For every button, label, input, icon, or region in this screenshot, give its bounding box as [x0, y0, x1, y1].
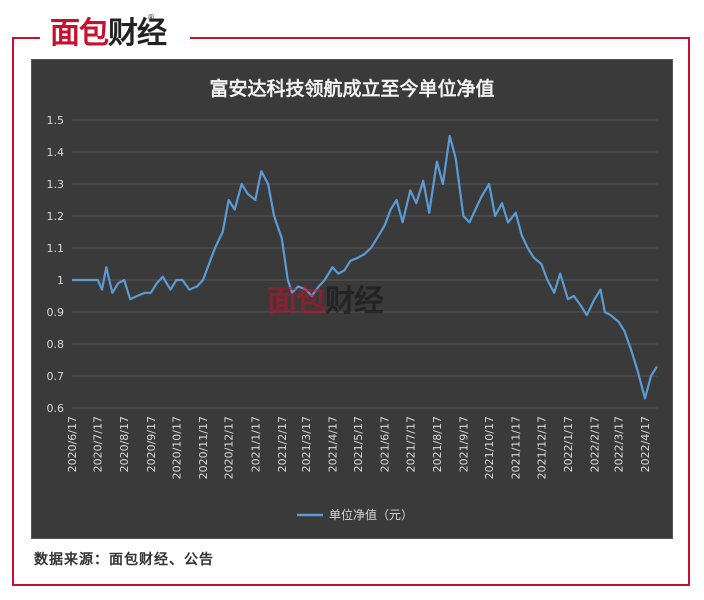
x-tick-label: 2021/2/17	[276, 416, 289, 472]
source-note: 数据来源：面包财经、公告	[34, 552, 214, 568]
x-tick-label: 2021/5/17	[352, 416, 365, 472]
chart-title: 富安达科技领航成立至今单位净值	[209, 78, 495, 100]
x-tick-label: 2021/1/17	[249, 416, 262, 472]
legend-label: 单位净值（元）	[329, 507, 413, 522]
x-tick-label: 2021/7/17	[404, 416, 417, 472]
x-tick-label: 2021/4/17	[326, 416, 339, 472]
brand-logo: 面包 财经 ®	[50, 10, 167, 51]
logo-part1: 面包	[50, 16, 109, 51]
y-tick-label: 0.8	[47, 338, 65, 351]
x-tick-label: 2020/12/17	[223, 416, 236, 479]
x-tick-label: 2021/10/17	[483, 416, 496, 479]
line-chart: 0.6 0.7 0.8 0.9 1 1.1 1.2 1.3 1.4 1.5 2020/6/17 20…	[47, 114, 658, 522]
y-tick-label: 0.9	[47, 306, 65, 319]
outer-frame	[12, 37, 690, 586]
x-tick-label: 2020/9/17	[145, 416, 158, 472]
x-tick-label: 2022/1/17	[562, 416, 575, 472]
x-tick-label: 2021/11/17	[510, 416, 523, 479]
y-tick-label: 1.5	[47, 114, 65, 127]
watermark-part2: 财经	[325, 284, 384, 319]
x-tick-label: 2020/7/17	[92, 416, 105, 472]
y-tick-label: 1.4	[47, 146, 65, 159]
x-tick-label: 2021/8/17	[431, 416, 444, 472]
x-tick-label: 2020/6/17	[66, 416, 79, 472]
x-tick-label: 2020/8/17	[118, 416, 131, 472]
logo-part2: 财经	[108, 16, 167, 51]
x-tick-label: 2022/3/17	[612, 416, 625, 472]
x-tick-label: 2022/4/17	[639, 416, 652, 472]
y-tick-label: 1.2	[47, 210, 65, 223]
y-tick-label: 1	[57, 274, 64, 287]
watermark-part1: 面包	[267, 284, 326, 319]
watermark: 面包财经	[267, 276, 384, 320]
x-tick-label: 2021/3/17	[300, 416, 313, 472]
y-tick-label: 1.3	[47, 178, 65, 191]
x-tick-label: 2021/9/17	[457, 416, 470, 472]
y-tick-label: 1.1	[47, 242, 65, 255]
x-tick-label: 2020/11/17	[197, 416, 210, 479]
series-line	[72, 134, 658, 400]
frame-gap	[40, 30, 190, 44]
registered-mark: ®	[147, 13, 155, 22]
x-tick-label: 2021/6/17	[379, 416, 392, 472]
y-tick-label: 0.7	[47, 370, 65, 383]
x-tick-label: 2020/10/17	[170, 416, 183, 479]
x-tick-label: 2021/12/17	[535, 416, 548, 479]
chart-panel: 富安达科技领航成立至今单位净值 0.6 0.7 0.8 0.9 1 1.1 1.2 1.3 1.…	[31, 59, 673, 539]
y-tick-label: 0.6	[47, 402, 65, 415]
x-tick-label: 2022/2/17	[588, 416, 601, 472]
